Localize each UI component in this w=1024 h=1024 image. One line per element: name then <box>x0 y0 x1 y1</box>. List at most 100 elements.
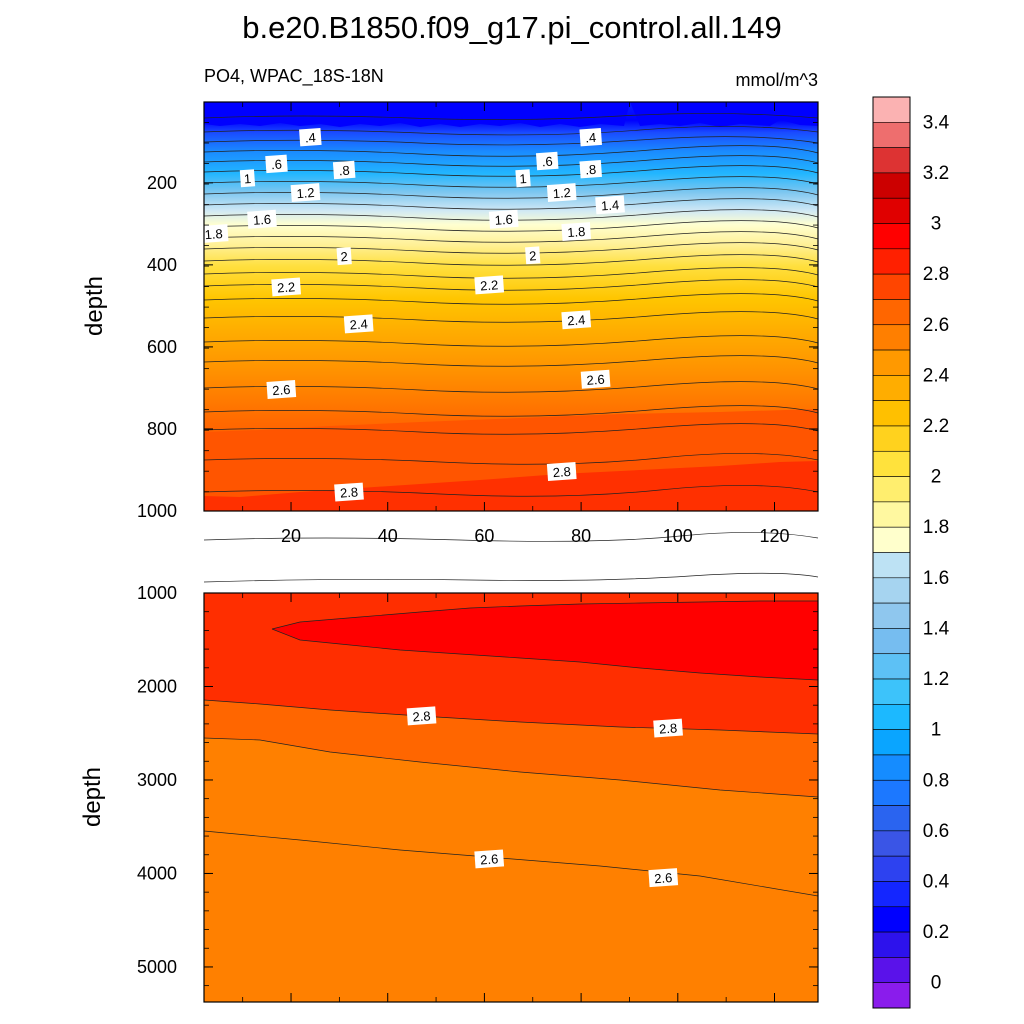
contour-label-box <box>343 314 374 334</box>
contour-label: 1.4 <box>595 195 625 215</box>
bottom-panel-layer-3.0 <box>272 601 818 680</box>
contour-label-text: 2.8 <box>339 484 358 500</box>
colorbar-swatch <box>872 704 911 730</box>
contour-label: 2 <box>336 247 352 266</box>
contour-label: 2.8 <box>653 718 683 738</box>
contour-label-text: 2.6 <box>586 372 605 388</box>
x-tick-label: 100 <box>663 526 693 546</box>
colorbar-label: 0 <box>931 973 942 994</box>
bottom-axis: 1000 2000 3000 4000 5000 <box>137 583 818 1002</box>
y-tick-label: 1000 <box>137 583 177 603</box>
y-tick-label: 2000 <box>137 676 177 696</box>
contour-label: 2.8 <box>406 706 437 726</box>
contour-label-box <box>271 277 302 297</box>
contour-label-text: 1 <box>519 171 527 186</box>
colorbar-swatch <box>872 957 911 983</box>
contour-label: 1.2 <box>546 183 577 203</box>
colorbar-swatch <box>872 375 911 401</box>
contour-label-box <box>515 169 531 188</box>
colorbar-swatch <box>872 501 911 528</box>
contour-label-text: 2.4 <box>567 312 586 328</box>
top-contour-labels: .4 .4 .6 .6 .8 .8 1 1 1.2 1.2 1.4 1.6 1.6 1.8 1.8 2 2 2.2… <box>198 127 625 502</box>
contour-label-text: 1.8 <box>204 226 223 242</box>
contour-label: 1.8 <box>561 222 592 242</box>
contour-label: 2.6 <box>648 868 679 888</box>
colorbar-label: 2.4 <box>923 365 950 386</box>
contour-label-box <box>474 275 505 295</box>
colorbar-swatch <box>872 855 911 882</box>
colorbar-swatch <box>872 602 911 629</box>
contour-label: .4 <box>579 127 603 147</box>
y-tick-label: 200 <box>147 173 177 193</box>
contour-label: 1 <box>239 169 256 188</box>
bottom-contour-lines <box>203 600 819 897</box>
y-tick-label: 600 <box>147 337 177 357</box>
contour-label-text: 1.8 <box>567 224 586 240</box>
bottom-ylabel: depth <box>79 767 106 827</box>
colorbar-label: 2.8 <box>923 264 949 285</box>
contour-label-box <box>332 160 356 180</box>
colorbar-label: 1 <box>931 720 942 741</box>
colorbar-swatch <box>872 172 911 199</box>
contour-label-text: 2.6 <box>272 382 291 398</box>
colorbar-swatch <box>872 248 911 275</box>
colorbar-label: 0.8 <box>923 770 949 791</box>
colorbar-label: 2.6 <box>923 315 949 336</box>
colorbar-swatch <box>872 881 911 908</box>
contour-label: 2.8 <box>546 462 577 482</box>
contour-label-box <box>561 310 592 330</box>
contour-label-box <box>290 183 321 203</box>
contour-label-box <box>653 718 683 738</box>
contour-label: 1.2 <box>290 183 321 203</box>
colorbar-swatch <box>872 349 911 376</box>
contour-label: .8 <box>579 159 603 179</box>
contour-label-box <box>406 706 437 726</box>
contour-label-box <box>595 195 625 215</box>
contour-label-text: 2.6 <box>480 851 499 867</box>
contour-label-text: 2.8 <box>412 708 431 724</box>
x-tick-label: 60 <box>474 526 494 546</box>
contour-label-box <box>265 154 288 174</box>
y-tick-label: 400 <box>147 255 177 275</box>
contour-label: 2.2 <box>271 277 302 297</box>
colorbar-label: 1.8 <box>923 517 949 538</box>
colorbar-swatch <box>872 552 911 579</box>
x-tick-label: 120 <box>759 526 789 546</box>
colorbar-swatch <box>872 400 911 427</box>
top-panel-surface-layer <box>204 102 818 127</box>
contour-label-box <box>247 209 277 229</box>
bottom-panel: 2.8 2.8 2.6 2.6 1000 2000 3000 4000 5000 depth <box>79 583 819 1003</box>
colorbar-swatch <box>872 425 911 452</box>
contour-label-box <box>546 462 577 482</box>
contour-label: 2.6 <box>580 369 611 389</box>
contour-label: .4 <box>299 127 322 147</box>
contour-label: 2 <box>525 246 541 265</box>
contour-label: .6 <box>535 151 559 171</box>
contour-label-text: 1.6 <box>252 212 271 228</box>
contour-label: 2.6 <box>266 380 297 399</box>
contour-label: 1.8 <box>198 224 229 244</box>
contour-label: 2.4 <box>561 310 592 330</box>
contour-label-text: .4 <box>304 130 316 146</box>
colorbar-swatch <box>872 982 911 1009</box>
contour-label-box <box>488 209 519 229</box>
colorbar-swatch <box>872 805 911 832</box>
contour-label-text: 1.6 <box>494 212 513 228</box>
contour-label-box <box>474 849 505 869</box>
colorbar-swatch <box>872 906 911 933</box>
chart-subtitle-left: PO4, WPAC_18S-18N <box>204 66 384 87</box>
colorbar-labels: 3.4 3.2 3 2.8 2.6 2.4 2.2 2 1.8 1.6 1.4 1.2 1 0.8 0.6 0… <box>923 112 950 993</box>
contour-label-box <box>580 369 611 389</box>
y-tick-label: 800 <box>147 419 177 439</box>
colorbar-swatch <box>872 830 911 857</box>
contour-label-box <box>579 127 603 147</box>
contour-label-text: 2 <box>340 249 348 264</box>
colorbar-swatch <box>872 779 911 806</box>
x-tick-label: 20 <box>281 526 301 546</box>
contour-label: 2.6 <box>474 849 505 869</box>
colorbar-swatch <box>872 476 911 503</box>
contour-label-text: 2.4 <box>349 316 368 332</box>
contour-label-text: .8 <box>338 163 350 179</box>
x-tick-label: 40 <box>378 526 398 546</box>
colorbar-label: 1.6 <box>923 568 949 589</box>
